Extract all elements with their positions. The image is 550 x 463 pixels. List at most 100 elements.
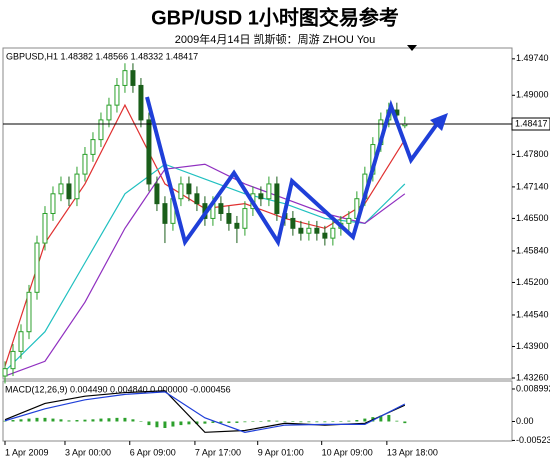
candle-body xyxy=(178,183,184,200)
candle-body xyxy=(146,119,152,185)
last-price-box xyxy=(511,117,550,131)
candle-body xyxy=(258,193,264,200)
candle-body xyxy=(298,227,304,234)
macd-bar xyxy=(115,417,119,422)
candle-body xyxy=(346,217,352,224)
y-tick-label: 1.43900 xyxy=(516,341,549,351)
indicator-line xyxy=(4,163,406,372)
macd-bar xyxy=(283,421,287,422)
macd-bar xyxy=(67,420,71,422)
candle-body xyxy=(242,208,248,229)
macd-bar xyxy=(251,421,255,422)
macd-bar xyxy=(275,420,279,422)
indicator-line xyxy=(4,163,406,377)
candle-body xyxy=(10,350,16,370)
candle-body xyxy=(290,217,296,229)
trend-arrowhead xyxy=(430,113,448,131)
y-tick-label: 1.44540 xyxy=(516,309,549,319)
macd-bar xyxy=(235,421,239,423)
y-tick-label: 1.45840 xyxy=(516,245,549,255)
y-tick-label: 1.43260 xyxy=(516,372,549,382)
macd-bar xyxy=(35,417,39,422)
macd-bar xyxy=(395,420,399,422)
macd-bar xyxy=(3,420,7,422)
candle-body xyxy=(82,153,88,175)
macd-bar xyxy=(403,421,407,424)
macd-bar xyxy=(187,421,191,425)
candle-body xyxy=(66,183,72,200)
y-tick-label: 0.00 xyxy=(516,416,534,426)
x-tick-label: 13 Apr 18:00 xyxy=(387,447,438,457)
macd-bar xyxy=(27,418,31,422)
candle-body xyxy=(162,203,168,224)
y-tick-label: 1.49000 xyxy=(516,90,549,100)
x-tick-label: 10 Apr 09:00 xyxy=(322,447,373,457)
macd-bar xyxy=(219,421,223,423)
macd-bar xyxy=(211,421,215,423)
candle-body xyxy=(106,104,112,121)
indicator-line xyxy=(4,391,406,433)
candle-body xyxy=(50,193,56,215)
candle-body xyxy=(226,213,232,224)
macd-bar xyxy=(131,419,135,422)
x-tick-label: 9 Apr 01:00 xyxy=(258,447,304,457)
candle-body xyxy=(330,227,336,239)
candle-body xyxy=(266,183,272,200)
candle-body xyxy=(274,183,280,214)
macd-bar xyxy=(259,421,263,422)
x-tick-label: 6 Apr 09:00 xyxy=(130,447,176,457)
macd-bar xyxy=(387,414,391,422)
macd-bar xyxy=(363,418,367,422)
last-price-label: 1.48417 xyxy=(515,118,548,128)
macd-bar xyxy=(195,421,199,425)
shift-marker xyxy=(407,45,417,51)
y-tick-label: 1.47140 xyxy=(516,181,549,191)
macd-bar xyxy=(227,421,231,423)
candle-body xyxy=(138,84,144,121)
macd-bar xyxy=(75,420,79,422)
candle-body xyxy=(194,193,200,205)
macd-bar xyxy=(155,421,159,428)
trend-annotation xyxy=(145,96,439,248)
y-tick-label: 0.008992 xyxy=(516,383,550,393)
candle-body xyxy=(130,70,136,86)
x-tick-label: 3 Apr 00:00 xyxy=(65,447,111,457)
macd-bar xyxy=(291,421,295,422)
chart-title: GBP/USD 1小时图交易参考 xyxy=(151,5,399,29)
y-tick-label: 1.46500 xyxy=(516,213,549,223)
macd-bar xyxy=(139,421,143,422)
candle-body xyxy=(90,139,96,155)
macd-bar xyxy=(331,421,335,422)
macd-bar xyxy=(123,417,127,422)
macd-bar xyxy=(355,420,359,422)
candle-body xyxy=(98,119,104,141)
candle-body xyxy=(26,291,32,333)
macd-bar xyxy=(267,420,271,422)
macd-bar xyxy=(315,421,319,423)
macd-bar xyxy=(171,421,175,427)
y-tick-label: 1.49740 xyxy=(516,53,549,63)
candle-body xyxy=(18,331,24,352)
candle-body xyxy=(2,368,8,377)
candle-body xyxy=(154,183,160,205)
y-tick-label: 1.47800 xyxy=(516,149,549,159)
macd-bar xyxy=(299,421,303,423)
macd-bar xyxy=(43,417,47,422)
price-legend: GBPUSD,H1 1.48382 1.48566 1.48332 1.4841… xyxy=(6,51,198,61)
candle-body xyxy=(314,227,320,234)
macd-bar xyxy=(323,421,327,423)
macd-bar xyxy=(179,421,183,426)
price-panel xyxy=(2,47,513,380)
candle-body xyxy=(122,70,128,86)
macd-bar xyxy=(19,419,23,422)
macd-bar xyxy=(91,419,95,422)
macd-bar xyxy=(99,418,103,422)
macd-bar xyxy=(59,419,63,422)
candle-body xyxy=(234,222,240,229)
macd-bar xyxy=(307,421,311,423)
candle-body xyxy=(218,203,224,214)
macd-legend: MACD(12,26,9) 0.004490 0.004840 0.000000… xyxy=(5,384,231,394)
macd-bar xyxy=(147,421,151,426)
macd-bar xyxy=(339,421,343,422)
macd-bar xyxy=(11,420,15,422)
